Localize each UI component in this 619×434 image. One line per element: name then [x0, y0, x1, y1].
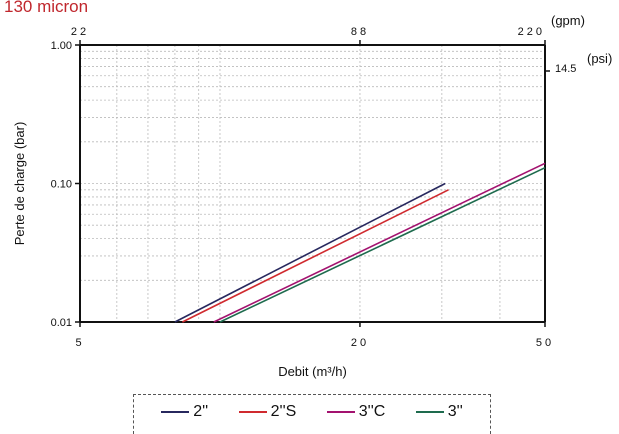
legend-label-2in: 2'' — [193, 403, 209, 420]
legend-label-2in-s: 2''S — [270, 403, 297, 420]
top-axis-unit: (gpm) — [551, 13, 585, 28]
y-tick-label: 0.01 — [51, 317, 72, 329]
x-axis-title: Debit (m³/h) — [278, 364, 347, 379]
legend-swatch-3in — [415, 411, 444, 413]
legend-item-3in-c: 3''C — [326, 403, 386, 421]
legend: 2'' 2''S 3''C 3'' — [133, 394, 491, 434]
right-tick-label: 14.5 — [555, 63, 576, 75]
top-tick-label: 220 — [518, 26, 545, 38]
grid — [80, 45, 545, 322]
series-line-1 — [182, 189, 449, 323]
x-tick-label: 5 — [75, 337, 84, 349]
x-tick-label: 50 — [536, 337, 554, 349]
y-axis-title: Perte de charge (bar) — [12, 122, 27, 246]
right-axis-unit: (psi) — [587, 51, 612, 66]
y-tick-label: 0.10 — [51, 179, 72, 191]
legend-label-3in-c: 3''C — [358, 403, 386, 420]
legend-swatch-2in-s — [238, 411, 267, 413]
chart-title: 130 micron — [4, 0, 89, 16]
legend-item-3in: 3'' — [415, 403, 463, 421]
legend-item-2in-s: 2''S — [238, 403, 297, 421]
legend-label-3in: 3'' — [447, 403, 463, 420]
legend-swatch-2in — [161, 411, 190, 413]
x-tick-label: 20 — [351, 337, 369, 349]
series-line-0 — [174, 182, 446, 323]
series-line-3 — [219, 166, 546, 323]
series-line-2 — [213, 162, 546, 323]
legend-item-2in: 2'' — [161, 403, 208, 421]
legend-swatch-3in-c — [326, 411, 355, 413]
y-tick-label: 1.00 — [51, 40, 72, 52]
top-tick-label: 22 — [71, 26, 89, 38]
top-tick-label: 88 — [351, 26, 369, 38]
